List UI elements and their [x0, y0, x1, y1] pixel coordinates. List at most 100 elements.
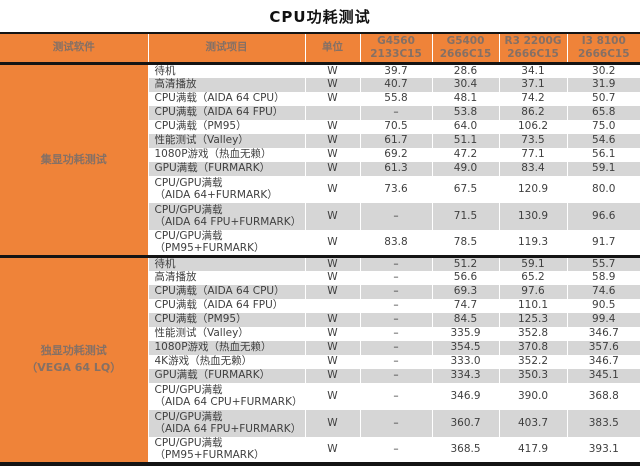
table-header: 测试软件 测试项目 单位 G4560 2133C15 G5400 2666C15 R… [0, 33, 640, 65]
value-cell: 73.6 [359, 175, 432, 203]
value-cell: 83.8 [359, 229, 432, 257]
value-cell: 370.8 [498, 340, 567, 355]
value-cell: 39.7 [359, 63, 432, 78]
header-item: 测试项目 [147, 33, 305, 65]
header-cpu-2: G5400 2666C15 [431, 33, 499, 65]
table-row: GPU满载（FURMARK） W –334.3 350.3 345.1 [0, 368, 640, 383]
value-cell: 125.3 [498, 312, 567, 327]
test-item: 4K游戏（热血无赖） [147, 354, 305, 369]
value-cell: 56.1 [566, 147, 640, 162]
table-row: 高清播放 W –56.6 65.2 58.9 [0, 270, 640, 285]
unit-cell: W [304, 312, 360, 327]
unit-cell: W [304, 161, 360, 176]
value-cell: 383.5 [566, 409, 640, 437]
value-cell: 74.2 [498, 91, 567, 106]
value-cell: 90.5 [566, 298, 640, 313]
value-cell: 51.2 [431, 255, 499, 271]
value-cell: 393.1 [566, 436, 640, 464]
unit-cell: W [304, 91, 360, 106]
test-item: 性能测试（Valley） [147, 133, 305, 148]
value-cell: – [359, 409, 432, 437]
table-row: CPU满载（AIDA 64 CPU） W 55.8 48.1 74.2 50.7 [0, 91, 640, 106]
value-cell: 53.8 [431, 105, 499, 120]
value-cell: 75.0 [566, 119, 640, 134]
unit-cell: W [304, 284, 360, 299]
table-row: 1080P游戏（热血无赖） W 69.2 47.2 77.1 56.1 [0, 147, 640, 162]
value-cell: 86.2 [498, 105, 567, 120]
value-cell: 56.6 [431, 270, 499, 285]
value-cell: 40.7 [359, 77, 432, 92]
unit-cell: W [304, 133, 360, 148]
table-row: CPU满载（AIDA 64 CPU） W –69.3 97.6 74.6 [0, 284, 640, 299]
value-cell: 334.3 [431, 368, 499, 383]
header-row: 测试软件 测试项目 单位 G4560 2133C15 G5400 2666C15 R… [0, 33, 640, 65]
value-cell: 30.2 [566, 63, 640, 78]
value-cell: 55.7 [566, 255, 640, 271]
unit-cell: W [304, 382, 360, 410]
test-item: 高清播放 [147, 77, 305, 92]
test-item: CPU/GPU满载 （AIDA 64 FPU+FURMARK） [147, 409, 305, 437]
section-label-2: 独显功耗测试 （VEGA 64 LQ） [0, 255, 148, 464]
table-row: GPU满载（FURMARK） W 61.3 49.0 83.4 59.1 [0, 161, 640, 176]
value-cell: 357.6 [566, 340, 640, 355]
table-row: CPU/GPU满载 （AIDA 64 FPU+FURMARK） W –71.5 130… [0, 202, 640, 230]
unit-cell: W [304, 119, 360, 134]
value-cell: 70.5 [359, 119, 432, 134]
section-1: 集显功耗测试 待机 W 39.7 28.6 34.1 30.2 高清播放 W 40.7 30.4 37… [0, 63, 640, 257]
test-item: CPU/GPU满载 （PM95+FURMARK） [147, 229, 305, 257]
test-item: CPU满载（AIDA 64 FPU） [147, 298, 305, 313]
value-cell: 58.9 [566, 270, 640, 285]
value-cell: 31.9 [566, 77, 640, 92]
table-row: CPU满载（AIDA 64 FPU） –53.8 86.2 65.8 [0, 105, 640, 120]
value-cell: 335.9 [431, 326, 499, 341]
table-row: 4K游戏（热血无赖） W –333.0 352.2 346.7 [0, 354, 640, 369]
value-cell: 59.1 [498, 255, 567, 271]
value-cell: 34.1 [498, 63, 567, 78]
table-row: 性能测试（Valley） W 61.7 51.1 73.5 54.6 [0, 133, 640, 148]
unit-cell: W [304, 326, 360, 341]
table-row: CPU满载（AIDA 64 FPU） –74.7 110.1 90.5 [0, 298, 640, 313]
page: CPU功耗测试 测试软件 测试项目 单位 G4560 2133C15 G5400 … [0, 6, 640, 466]
value-cell: 54.6 [566, 133, 640, 148]
value-cell: – [359, 436, 432, 464]
test-item: GPU满载（FURMARK） [147, 368, 305, 383]
value-cell: 65.8 [566, 105, 640, 120]
value-cell: 69.3 [431, 284, 499, 299]
table-row: CPU/GPU满载 （AIDA 64+FURMARK） W 73.6 67.5 120.… [0, 175, 640, 203]
unit-cell: W [304, 340, 360, 355]
page-title: CPU功耗测试 [269, 8, 371, 26]
value-cell: 73.5 [498, 133, 567, 148]
test-item: CPU满载（AIDA 64 CPU） [147, 284, 305, 299]
unit-cell: W [304, 175, 360, 203]
value-cell: 49.0 [431, 161, 499, 176]
value-cell: – [359, 312, 432, 327]
value-cell: 74.6 [566, 284, 640, 299]
unit-cell [304, 105, 360, 120]
value-cell: 74.7 [431, 298, 499, 313]
unit-cell: W [304, 202, 360, 230]
test-item: CPU/GPU满载 （AIDA 64 FPU+FURMARK） [147, 202, 305, 230]
value-cell: 67.5 [431, 175, 499, 203]
header-software: 测试软件 [0, 33, 148, 65]
table-row: 性能测试（Valley） W –335.9 352.8 346.7 [0, 326, 640, 341]
value-cell: 99.4 [566, 312, 640, 327]
value-cell: – [359, 368, 432, 383]
value-cell: 77.1 [498, 147, 567, 162]
value-cell: 91.7 [566, 229, 640, 257]
test-item: 待机 [147, 255, 305, 271]
value-cell: 368.5 [431, 436, 499, 464]
unit-cell: W [304, 409, 360, 437]
table-row: CPU/GPU满载 （AIDA 64 FPU+FURMARK） W –360.7 40… [0, 409, 640, 437]
table-row: 独显功耗测试 （VEGA 64 LQ） 待机 W –51.2 59.1 55.7 [0, 255, 640, 464]
table-row: 1080P游戏（热血无赖） W –354.5 370.8 357.6 [0, 340, 640, 355]
value-cell: 130.9 [498, 202, 567, 230]
value-cell: 84.5 [431, 312, 499, 327]
table-row: CPU/GPU满载 （PM95+FURMARK） W –368.5 417.9 393.… [0, 436, 640, 464]
value-cell: – [359, 354, 432, 369]
table-row: CPU满载（PM95） W 70.5 64.0 106.2 75.0 [0, 119, 640, 134]
value-cell: 47.2 [431, 147, 499, 162]
test-item: 性能测试（Valley） [147, 326, 305, 341]
value-cell: – [359, 340, 432, 355]
value-cell: 360.7 [431, 409, 499, 437]
test-item: CPU满载（PM95） [147, 119, 305, 134]
